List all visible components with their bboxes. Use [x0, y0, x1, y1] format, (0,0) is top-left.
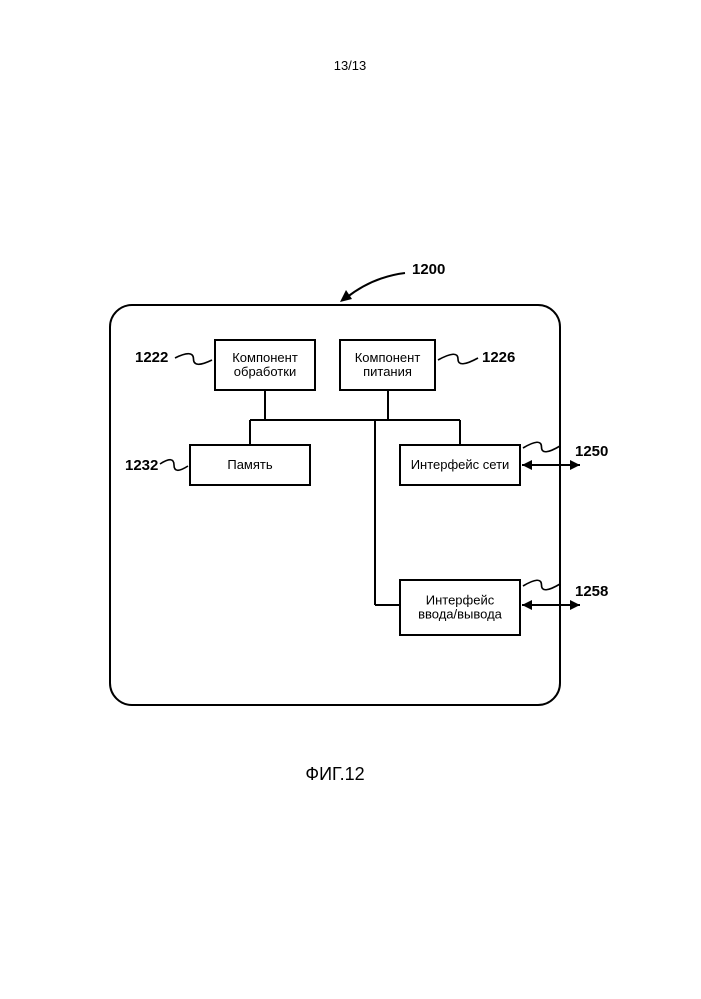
ref-r1250-label: 1250	[575, 443, 608, 460]
ref-r1232: 1232	[125, 457, 188, 474]
node-ioif: Интерфейсввода/вывода	[400, 580, 520, 635]
main-ref-arrow	[346, 273, 405, 298]
nodes: КомпонентобработкиКомпонентпитанияПамять…	[190, 340, 520, 635]
figure-caption: ФИГ.12	[305, 764, 364, 784]
node-netif-text: Интерфейс сети	[411, 457, 510, 472]
bus-lines	[250, 390, 460, 605]
node-power-text: Компонент	[355, 350, 421, 365]
io-arrows	[522, 460, 580, 610]
main-ref-label: 1200	[412, 261, 445, 278]
ref-r1226: 1226	[438, 349, 515, 366]
node-proc: Компонентобработки	[215, 340, 315, 390]
node-memory: Память	[190, 445, 310, 485]
node-ioif-text: Интерфейс	[426, 593, 495, 608]
ref-r1222-label: 1222	[135, 349, 168, 366]
bidir-arrow-netif	[522, 460, 580, 470]
node-power: Компонентпитания	[340, 340, 435, 390]
node-proc-text: обработки	[234, 364, 296, 379]
node-power-text: питания	[363, 364, 412, 379]
ref-r1222: 1222	[135, 349, 212, 366]
page-number: 13/13	[334, 58, 367, 73]
node-netif: Интерфейс сети	[400, 445, 520, 485]
ref-r1232-label: 1232	[125, 457, 158, 474]
ref-r1258: 1258	[523, 580, 608, 600]
node-proc-text: Компонент	[232, 350, 298, 365]
node-ioif-text: ввода/вывода	[418, 607, 503, 622]
ref-r1258-label: 1258	[575, 583, 608, 600]
bidir-arrow-ioif	[522, 600, 580, 610]
diagram-canvas: 13/13 1200 КомпонентобработкиКомпонентпи…	[0, 0, 701, 999]
node-memory-text: Память	[227, 457, 273, 472]
main-ref: 1200	[340, 261, 445, 302]
ref-r1250: 1250	[523, 442, 608, 460]
ref-r1226-label: 1226	[482, 349, 515, 366]
